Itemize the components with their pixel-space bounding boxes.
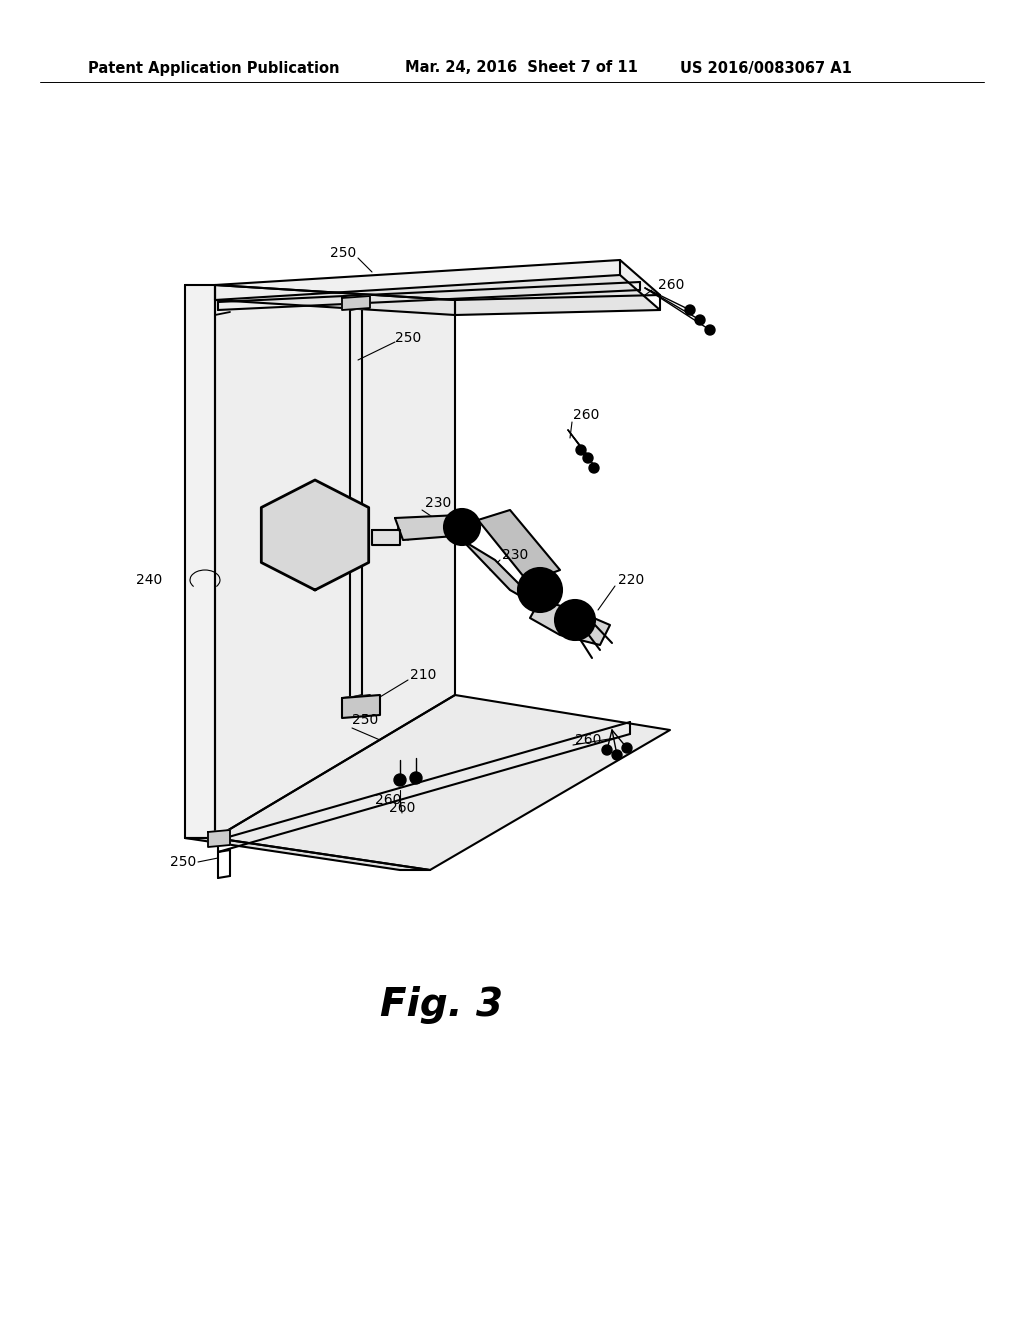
Polygon shape [395,515,468,540]
Circle shape [705,325,715,335]
Text: 230: 230 [425,496,452,510]
Polygon shape [372,531,400,545]
Circle shape [563,609,587,632]
Text: 250: 250 [352,713,378,727]
Text: 230: 230 [502,548,528,562]
Polygon shape [462,540,545,610]
Circle shape [526,576,554,605]
Circle shape [602,744,612,755]
Circle shape [685,305,695,315]
Circle shape [394,774,406,785]
Polygon shape [478,510,560,582]
Text: 250: 250 [395,331,421,345]
Polygon shape [342,696,370,713]
Polygon shape [215,696,670,870]
Text: Mar. 24, 2016  Sheet 7 of 11: Mar. 24, 2016 Sheet 7 of 11 [406,61,638,75]
Text: 260: 260 [658,279,684,292]
Circle shape [589,463,599,473]
Text: 220: 220 [618,573,644,587]
Text: 260: 260 [389,801,415,814]
Circle shape [555,601,595,640]
Polygon shape [215,275,660,315]
Text: US 2016/0083067 A1: US 2016/0083067 A1 [680,61,852,75]
Polygon shape [342,696,380,718]
Circle shape [583,453,593,463]
Polygon shape [342,296,370,310]
Circle shape [622,743,632,752]
Polygon shape [208,830,230,847]
Text: Fig. 3: Fig. 3 [380,986,503,1024]
Polygon shape [215,285,455,838]
Circle shape [518,568,562,612]
Text: 250: 250 [330,246,356,260]
Text: 210: 210 [410,668,436,682]
Text: Patent Application Publication: Patent Application Publication [88,61,340,75]
Text: 260: 260 [575,733,601,747]
Circle shape [452,517,472,537]
Polygon shape [530,601,610,645]
Text: 260: 260 [375,793,401,807]
Circle shape [410,772,422,784]
Text: 250: 250 [170,855,196,869]
Text: 260: 260 [573,408,599,422]
Circle shape [695,315,705,325]
Polygon shape [261,480,369,590]
Circle shape [444,510,480,545]
Text: 240: 240 [136,573,162,587]
Polygon shape [185,285,215,838]
Circle shape [612,750,622,760]
Polygon shape [185,838,430,870]
Polygon shape [215,260,660,300]
Circle shape [575,445,586,455]
